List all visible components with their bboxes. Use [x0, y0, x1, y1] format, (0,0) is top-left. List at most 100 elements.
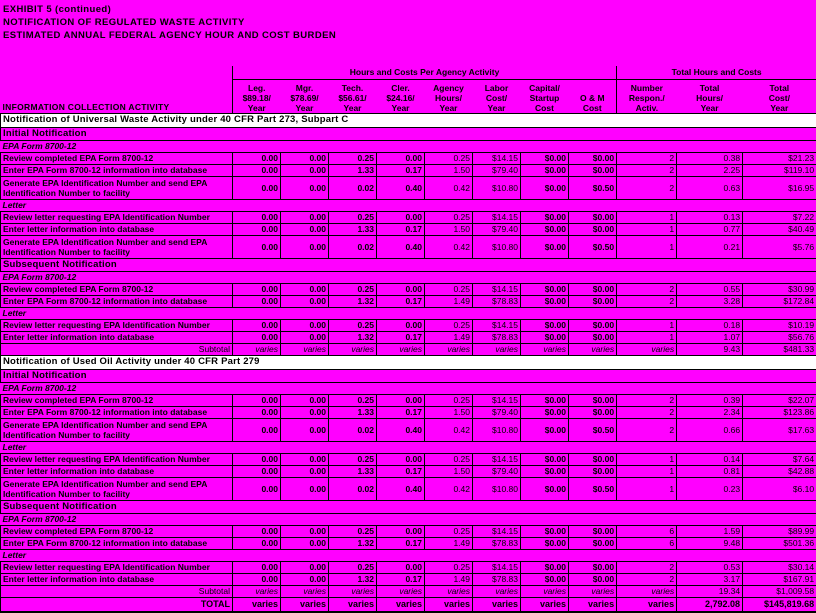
- subsection-title: Letter: [0, 198, 816, 212]
- value-cell: 1: [616, 222, 678, 236]
- value-cell: 0.00: [280, 524, 329, 538]
- value-cell: $0.00: [567, 572, 618, 586]
- value-cell: 1.07: [676, 330, 744, 344]
- activity-data-row: Review completed EPA Form 8700-12 0.00 0.0…: [0, 151, 816, 165]
- section-header-row: Notification of Used Oil Activity under …: [0, 354, 816, 370]
- value-cell: 3.17: [676, 572, 744, 586]
- exhibit-title-block: EXHIBIT 5 (continued) NOTIFICATION OF RE…: [0, 0, 816, 42]
- column-header-mgr-78-69-year: Mgr. $78.69/Year: [280, 78, 329, 113]
- activity-data-row: Enter EPA Form 8700-12 information into …: [0, 405, 816, 419]
- value-cell: 2.25: [676, 163, 744, 177]
- column-header-leg-89-18-year: Leg. $89.18/Year: [232, 78, 281, 113]
- value-cell: $10.19: [742, 318, 816, 332]
- value-cell: varies: [424, 596, 473, 613]
- value-cell: $56.76: [742, 330, 816, 344]
- value-cell: 0.00: [376, 318, 425, 332]
- subsection-title: Letter: [0, 440, 816, 454]
- value-cell: $79.40: [472, 163, 521, 177]
- value-cell: 0.25: [328, 452, 377, 466]
- value-cell: 1.50: [424, 222, 473, 236]
- value-cell: 0.00: [232, 524, 281, 538]
- row-label-cell: Review completed EPA Form 8700-12: [0, 282, 233, 296]
- value-cell: 0.25: [328, 524, 377, 538]
- value-cell: 1: [616, 318, 678, 332]
- column-header-o-m-cost: O & M Cost: [568, 78, 617, 113]
- row-label-cell: Subtotal: [0, 584, 233, 598]
- value-cell: $0.00: [520, 222, 569, 236]
- value-cell: 0.00: [280, 282, 329, 296]
- column-header-line: Year: [247, 102, 266, 113]
- value-cell: $0.00: [567, 452, 618, 466]
- activity-data-row: Enter letter information into database 0.…: [0, 222, 816, 236]
- row-label-cell: Review letter requesting EPA Identificat…: [0, 318, 233, 332]
- notification-subheader-row: Subsequent Notification: [0, 257, 816, 272]
- value-cell: $0.00: [520, 464, 569, 478]
- value-cell: varies: [472, 342, 521, 356]
- value-cell: $10.80: [472, 417, 521, 442]
- value-cell: 0.00: [232, 572, 281, 586]
- value-cell: 0.00: [280, 572, 329, 586]
- value-cell: 1: [616, 476, 678, 501]
- value-cell: 1.32: [328, 572, 377, 586]
- subtotal-row: Subtotal varies varies varies varies varies va…: [0, 342, 816, 356]
- value-cell: $145,819.68: [742, 596, 816, 613]
- column-header-line: Labor: [484, 82, 509, 93]
- value-cell: varies: [567, 342, 618, 356]
- value-cell: $0.00: [520, 282, 569, 296]
- value-cell: 0.25: [424, 393, 473, 407]
- value-cell: 0.02: [328, 417, 377, 442]
- value-cell: $0.00: [567, 318, 618, 332]
- value-cell: $40.49: [742, 222, 816, 236]
- column-header-capital-startup-cost: Capital/Startup Cost: [520, 78, 569, 113]
- value-cell: 0.25: [424, 151, 473, 165]
- subtotal-row: Subtotal varies varies varies varies varies va…: [0, 584, 816, 598]
- value-cell: varies: [280, 584, 329, 598]
- value-cell: 0.25: [424, 524, 473, 538]
- value-cell: $0.50: [567, 476, 618, 501]
- value-cell: 0.02: [328, 175, 377, 200]
- value-cell: $0.00: [520, 417, 569, 442]
- activity-data-row: Generate EPA Identification Number and s…: [0, 175, 816, 200]
- activity-data-row: Review letter requesting EPA Identificat…: [0, 452, 816, 466]
- column-header-line: Year: [770, 102, 789, 113]
- subsection-title: Subsequent Notification: [0, 257, 816, 272]
- row-label-cell: Review completed EPA Form 8700-12: [0, 524, 233, 538]
- value-cell: $0.00: [520, 234, 569, 259]
- value-cell: 0.00: [232, 151, 281, 165]
- column-header-number-respon-activ: Number Respon./Activ.: [616, 78, 677, 113]
- value-cell: 0.02: [328, 476, 377, 501]
- instrument-subheader-row: EPA Form 8700-12: [0, 139, 816, 153]
- column-header-information-collection-activity: INFORMATION COLLECTION ACTIVITY: [2, 101, 170, 112]
- value-cell: 0.00: [280, 151, 329, 165]
- value-cell: 0.02: [328, 234, 377, 259]
- value-cell: 0.25: [328, 282, 377, 296]
- row-label-cell: Review letter requesting EPA Identificat…: [0, 560, 233, 574]
- value-cell: 0.77: [676, 222, 744, 236]
- value-cell: $7.22: [742, 210, 816, 224]
- row-label-cell: Review letter requesting EPA Identificat…: [0, 210, 233, 224]
- burden-table: Hours and Costs Per Agency Activity Total…: [0, 66, 816, 613]
- value-cell: $0.00: [567, 524, 618, 538]
- activity-data-row: Generate EPA Identification Number and s…: [0, 476, 816, 501]
- value-cell: $0.00: [520, 330, 569, 344]
- activity-data-row: Enter letter information into database 0.…: [0, 330, 816, 344]
- value-cell: 2: [616, 151, 678, 165]
- column-header-total-cost-year: Total Cost/Year: [742, 78, 816, 113]
- value-cell: 0.63: [676, 175, 744, 200]
- activity-data-row: Review letter requesting EPA Identificat…: [0, 210, 816, 224]
- value-cell: varies: [280, 342, 329, 356]
- row-label-cell: Review completed EPA Form 8700-12: [0, 151, 233, 165]
- value-cell: $501.36: [742, 536, 816, 550]
- subsection-title: EPA Form 8700-12: [0, 139, 816, 153]
- value-cell: $14.15: [472, 282, 521, 296]
- row-label-cell: Enter EPA Form 8700-12 information into …: [0, 294, 233, 308]
- value-cell: 0.00: [280, 175, 329, 200]
- value-cell: 0.00: [280, 318, 329, 332]
- value-cell: 0.25: [328, 318, 377, 332]
- row-label-cell: Enter letter information into database: [0, 464, 233, 478]
- row-label-cell: Generate EPA Identification Number and s…: [0, 175, 233, 200]
- value-cell: $0.00: [567, 405, 618, 419]
- column-header-line: Cost: [535, 102, 554, 113]
- value-cell: varies: [424, 584, 473, 598]
- column-header-line: Leg.: [248, 82, 266, 93]
